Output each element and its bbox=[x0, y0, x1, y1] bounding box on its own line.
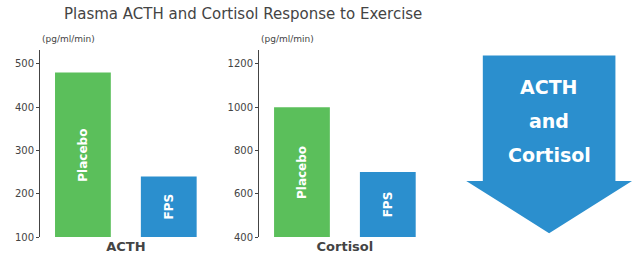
svg-text:1200: 1200 bbox=[228, 58, 253, 69]
svg-text:(pg/ml/min): (pg/ml/min) bbox=[42, 34, 95, 44]
svg-text:ACTH: ACTH bbox=[106, 239, 145, 254]
svg-text:500: 500 bbox=[15, 58, 34, 69]
svg-text:400: 400 bbox=[15, 102, 34, 113]
svg-text:Placebo: Placebo bbox=[76, 129, 90, 182]
svg-text:Placebo: Placebo bbox=[295, 146, 309, 199]
svg-text:1000: 1000 bbox=[228, 102, 253, 113]
svg-text:Plasma ACTH and Cortisol Respo: Plasma ACTH and Cortisol Response to Exe… bbox=[64, 5, 422, 23]
svg-text:(pg/ml/min): (pg/ml/min) bbox=[261, 34, 314, 44]
svg-text:Cortisol: Cortisol bbox=[508, 144, 591, 166]
svg-text:800: 800 bbox=[234, 145, 253, 156]
svg-text:FPS: FPS bbox=[381, 192, 395, 218]
svg-text:200: 200 bbox=[15, 188, 34, 199]
svg-text:FPS: FPS bbox=[162, 194, 176, 220]
svg-text:300: 300 bbox=[15, 145, 34, 156]
svg-text:100: 100 bbox=[15, 232, 34, 243]
svg-text:600: 600 bbox=[234, 188, 253, 199]
svg-text:ACTH: ACTH bbox=[520, 76, 578, 98]
svg-text:Cortisol: Cortisol bbox=[317, 239, 374, 254]
svg-text:and: and bbox=[529, 110, 569, 132]
svg-text:400: 400 bbox=[234, 232, 253, 243]
